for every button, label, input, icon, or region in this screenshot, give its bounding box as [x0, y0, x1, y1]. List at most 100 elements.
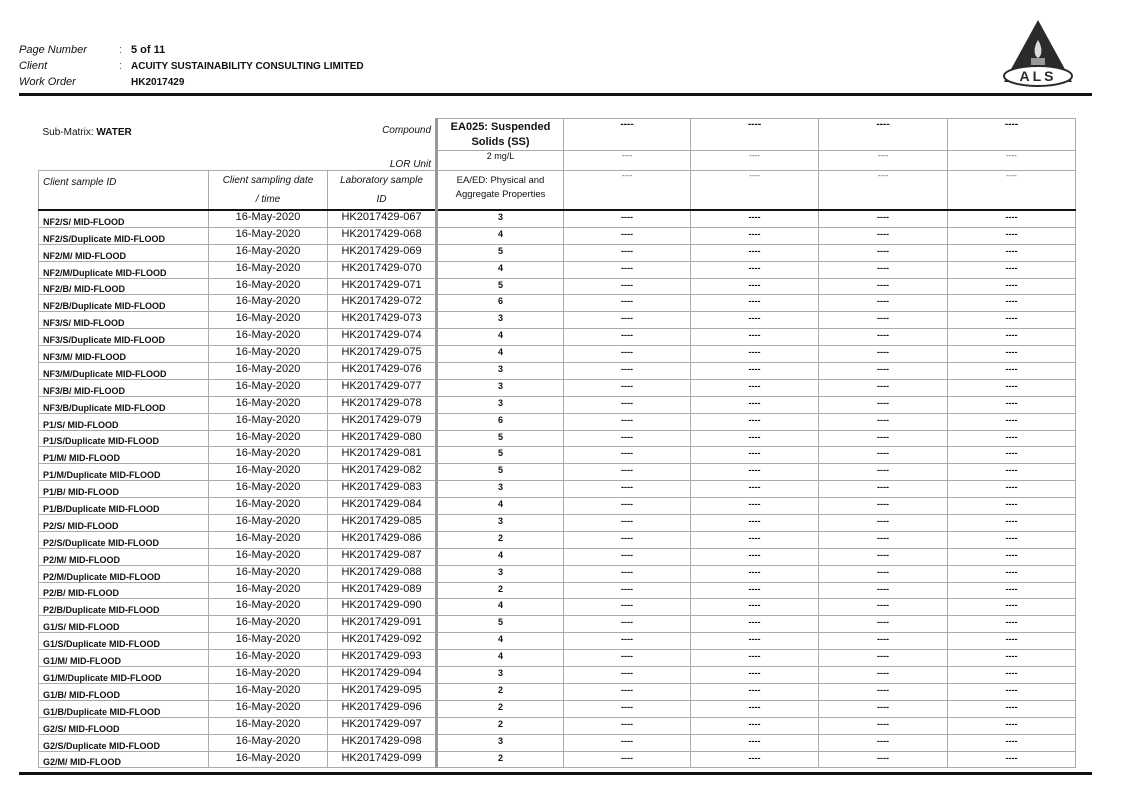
empty-cell: ----	[690, 294, 819, 313]
client-sample-id: NF2/M/Duplicate MID-FLOOD	[38, 260, 209, 279]
lab-sample-id: HK2017429-067	[327, 209, 437, 228]
lab-sample-id: HK2017429-097	[327, 716, 437, 735]
empty-cell: ----	[818, 294, 948, 313]
suspended-solids-value: 4	[435, 345, 564, 364]
sampling-date: 16-May-2020	[208, 598, 328, 617]
empty-cell: ----	[947, 170, 1076, 211]
empty-cell: ----	[690, 378, 819, 397]
empty-cell: ----	[563, 598, 691, 617]
empty-cell: ----	[818, 547, 948, 566]
empty-cell: ----	[818, 260, 948, 279]
empty-cell: ----	[818, 446, 948, 465]
sampling-date: 16-May-2020	[208, 649, 328, 668]
empty-cell: ----	[818, 632, 948, 651]
sampling-date: 16-May-2020	[208, 412, 328, 431]
empty-cell: ----	[947, 412, 1076, 431]
sampling-date: 16-May-2020	[208, 378, 328, 397]
empty-cell: ----	[947, 446, 1076, 465]
suspended-solids-value: 3	[435, 480, 564, 499]
als-logo: ALS	[1003, 20, 1073, 87]
sampling-date: 16-May-2020	[208, 682, 328, 701]
empty-cell: ----	[818, 311, 948, 330]
suspended-solids-value: 2	[435, 581, 564, 600]
table-row: P1/S/ MID-FLOOD 16-May-2020 HK2017429-079 6…	[38, 412, 1076, 431]
lab-sample-id: HK2017429-089	[327, 581, 437, 600]
client-sample-id: G1/M/Duplicate MID-FLOOD	[38, 666, 209, 684]
lab-sample-id: HK2017429-069	[327, 243, 437, 262]
lab-sample-id: HK2017429-080	[327, 429, 437, 448]
col-header-client-sample-id: Client sample ID	[38, 170, 209, 211]
empty-cell: ----	[690, 362, 819, 380]
client-sample-id: NF3/B/ MID-FLOOD	[38, 378, 209, 397]
page-number-label: Page Number	[19, 44, 87, 56]
empty-cell: ----	[947, 666, 1076, 684]
sampling-date: 16-May-2020	[208, 581, 328, 600]
empty-cell: ----	[563, 463, 691, 482]
table-row: P2/M/Duplicate MID-FLOOD 16-May-2020 HK201…	[38, 564, 1076, 583]
empty-cell: ----	[563, 632, 691, 651]
empty-cell: ----	[818, 362, 948, 380]
empty-cell: ----	[563, 209, 691, 228]
client-sample-id: P2/S/Duplicate MID-FLOOD	[38, 530, 209, 549]
client-sample-id: NF2/S/Duplicate MID-FLOOD	[38, 226, 209, 245]
lab-sample-id: HK2017429-072	[327, 294, 437, 313]
empty-cell: ----	[563, 311, 691, 330]
client-sample-id: P2/B/ MID-FLOOD	[38, 581, 209, 600]
col-header-sampling-date: Client sampling date / time	[208, 170, 328, 211]
lab-sample-id: HK2017429-096	[327, 699, 437, 718]
table-row: P1/S/Duplicate MID-FLOOD 16-May-2020 HK201…	[38, 429, 1076, 448]
suspended-solids-value: 4	[435, 547, 564, 566]
empty-cell: ----	[690, 395, 819, 414]
lor-unit-label: LOR Unit	[389, 159, 431, 170]
empty-cell: ----	[690, 480, 819, 499]
lab-sample-id: HK2017429-078	[327, 395, 437, 414]
client-name: ACUITY SUSTAINABILITY CONSULTING LIMITED	[131, 60, 364, 72]
empty-cell: ----	[818, 150, 948, 171]
empty-cell: ----	[563, 750, 691, 769]
lab-sample-id: HK2017429-076	[327, 362, 437, 380]
empty-cell: ----	[947, 581, 1076, 600]
empty-cell: ----	[690, 345, 819, 364]
empty-cell: ----	[818, 615, 948, 634]
suspended-solids-value: 6	[435, 294, 564, 313]
empty-cell: ----	[690, 547, 819, 566]
client-sample-id: NF3/S/ MID-FLOOD	[38, 311, 209, 330]
sampling-date: 16-May-2020	[208, 632, 328, 651]
report-header: Page Number:5 of 11 Client: ACUITY SUSTAI…	[19, 44, 364, 88]
empty-cell: ----	[818, 514, 948, 532]
client-sample-id: P2/S/ MID-FLOOD	[38, 514, 209, 532]
empty-cell: ----	[563, 480, 691, 499]
client-sample-id: G1/S/Duplicate MID-FLOOD	[38, 632, 209, 651]
empty-cell: ----	[563, 547, 691, 566]
empty-cell: ----	[947, 649, 1076, 668]
lab-sample-id: HK2017429-092	[327, 632, 437, 651]
empty-cell: ----	[947, 699, 1076, 718]
sampling-date: 16-May-2020	[208, 226, 328, 245]
empty-cell: ----	[563, 733, 691, 752]
sampling-date: 16-May-2020	[208, 615, 328, 634]
table-row: G1/B/Duplicate MID-FLOOD 16-May-2020 HK201…	[38, 699, 1076, 718]
empty-cell: ----	[818, 750, 948, 769]
empty-cell: ----	[947, 260, 1076, 279]
lab-sample-id: HK2017429-085	[327, 514, 437, 532]
empty-cell: ----	[947, 632, 1076, 651]
empty-cell: ----	[947, 514, 1076, 532]
empty-cell: ----	[947, 497, 1076, 516]
empty-cell: ----	[947, 716, 1076, 735]
table-row: P1/B/ MID-FLOOD 16-May-2020 HK2017429-083 3…	[38, 480, 1076, 499]
suspended-solids-value: 4	[435, 260, 564, 279]
empty-cell: ----	[818, 530, 948, 549]
empty-cell: ----	[690, 446, 819, 465]
results-table: Sub-Matrix: WATER Compound EA025: Suspen…	[38, 118, 1076, 769]
empty-cell: ----	[818, 716, 948, 735]
empty-cell: ----	[563, 581, 691, 600]
footer-divider	[19, 772, 1092, 775]
empty-cell: ----	[563, 530, 691, 549]
empty-cell: ----	[947, 564, 1076, 583]
table-row: NF2/S/ MID-FLOOD 16-May-2020 HK2017429-067…	[38, 209, 1076, 228]
table-row: NF2/M/ MID-FLOOD 16-May-2020 HK2017429-069…	[38, 243, 1076, 262]
client-sample-id: P1/M/ MID-FLOOD	[38, 446, 209, 465]
sampling-date: 16-May-2020	[208, 666, 328, 684]
sampling-date: 16-May-2020	[208, 564, 328, 583]
empty-cell: ----	[563, 446, 691, 465]
